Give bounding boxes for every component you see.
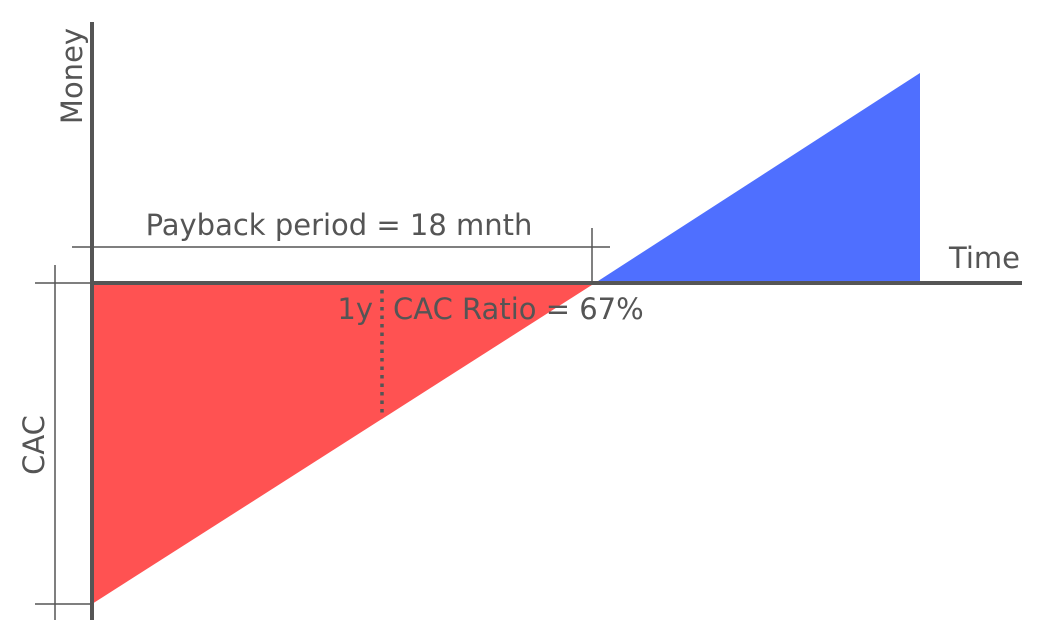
profit-area [595, 73, 920, 283]
payback-label: Payback period = 18 mnth [146, 208, 533, 242]
cac-ratio-label: CAC Ratio = 67% [393, 292, 644, 326]
cac-label: CAC [17, 415, 51, 475]
x-axis-label: Time [948, 241, 1020, 275]
year-marker-label: 1y [337, 292, 373, 326]
cost-area [92, 283, 595, 604]
y-axis-label: Money [55, 28, 89, 124]
